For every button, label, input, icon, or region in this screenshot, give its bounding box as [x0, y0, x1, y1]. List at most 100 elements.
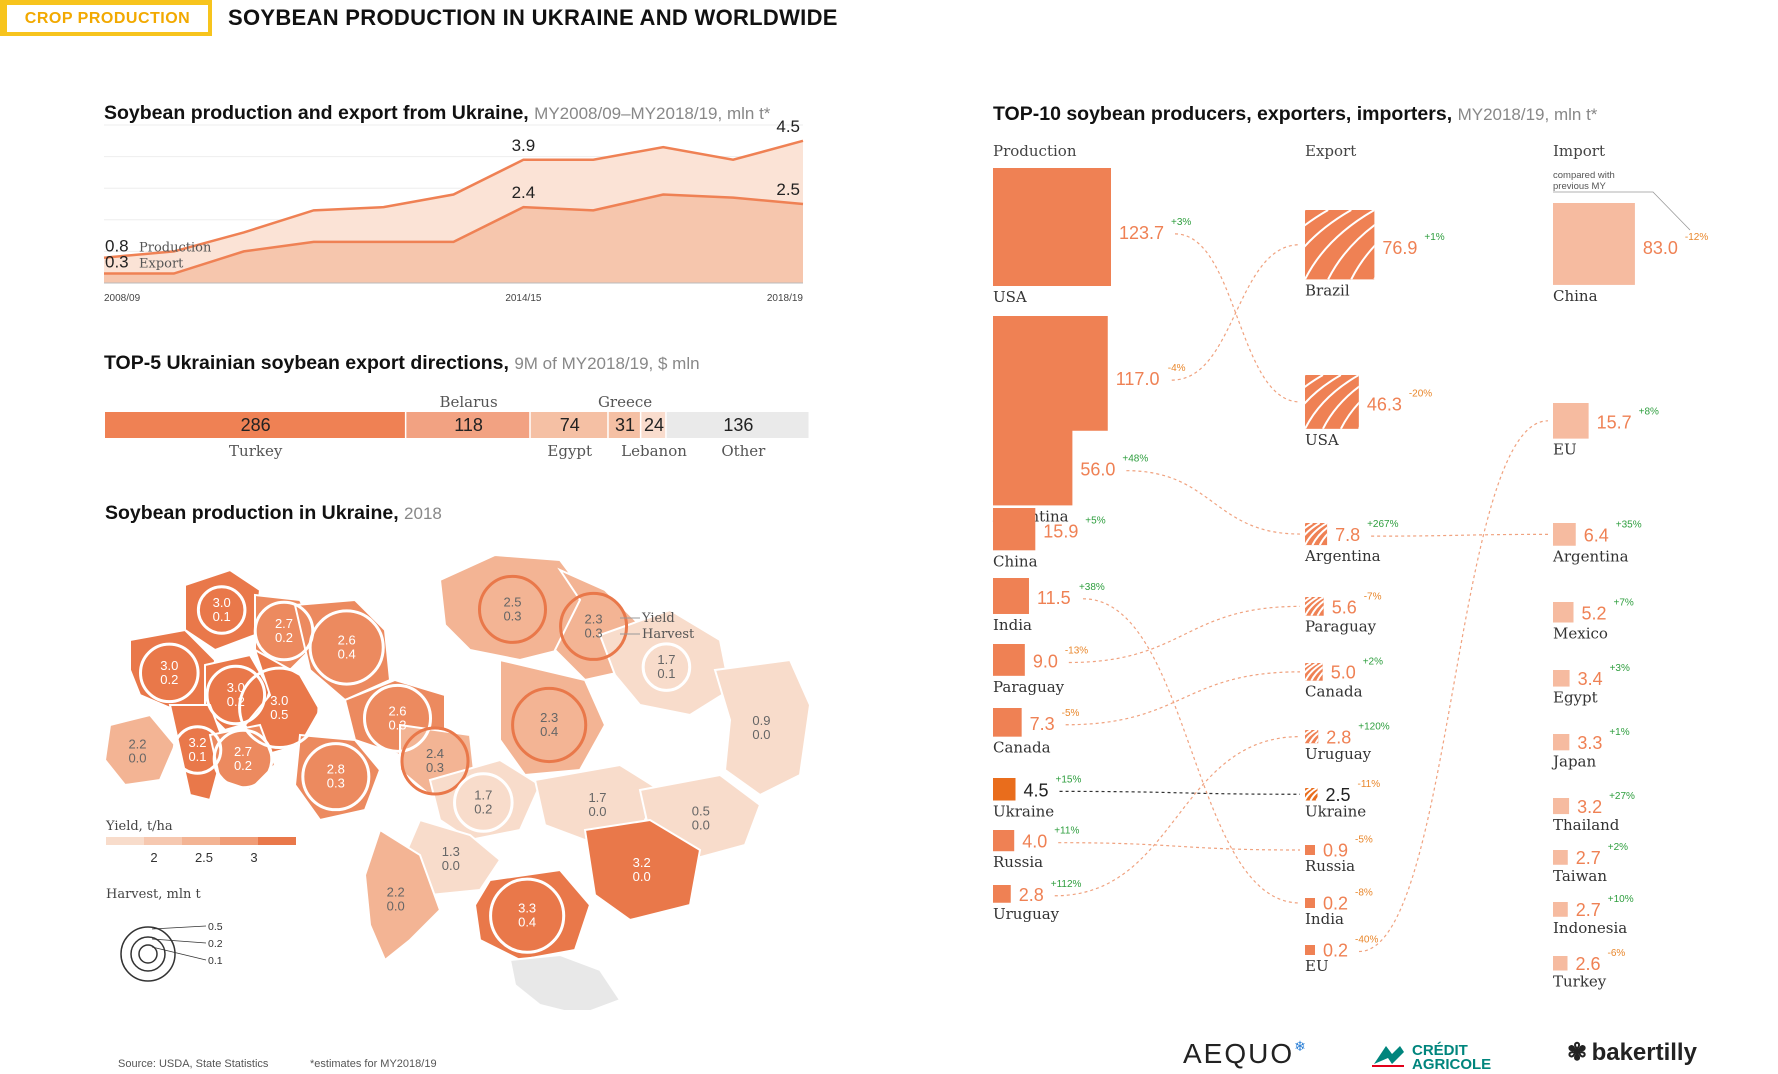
export-pattern-stroke	[1305, 663, 1312, 669]
export-pattern-stroke	[1305, 788, 1318, 801]
change-label: +38%	[1079, 582, 1105, 593]
import-note-line: previous MY	[1553, 181, 1606, 192]
region-yield-label: 1.7	[588, 790, 606, 805]
value-label: 2.8	[1019, 885, 1044, 905]
harvest-circle	[301, 742, 371, 812]
export-area	[104, 194, 803, 283]
region-harvest-label: 0.1	[188, 749, 206, 764]
country-label: Paraguay	[993, 678, 1065, 696]
value-label: 5.2	[1582, 603, 1607, 623]
value-square	[1553, 602, 1574, 623]
map-region-crimea	[508, 953, 622, 1010]
value-square	[1305, 845, 1315, 855]
harvest-legend-tick: 0.2	[208, 938, 223, 950]
map-region	[583, 818, 702, 922]
value-label: 3.3	[1577, 733, 1602, 753]
value-square	[993, 426, 1073, 506]
change-label: +7%	[1614, 597, 1634, 608]
bar-value-label: 136	[723, 415, 753, 435]
connector-line	[1174, 233, 1301, 403]
change-label: +2%	[1608, 842, 1628, 853]
value-square	[1553, 403, 1589, 439]
change-label: -12%	[1685, 232, 1708, 243]
export-pattern	[1305, 210, 1375, 280]
harvest-circle	[172, 725, 223, 775]
bar-chart-subtitle: 9M of MY2018/19, $ mln	[514, 354, 700, 373]
change-label: +267%	[1367, 519, 1399, 530]
export-pattern-stroke	[1327, 223, 1375, 280]
harvest-circle	[400, 726, 470, 796]
country-label: Mexico	[1553, 625, 1608, 643]
column-header: Import	[1553, 142, 1605, 160]
x-tick-label: 2008/09	[104, 293, 141, 304]
region-yield-label: 2.7	[234, 744, 252, 759]
bakertilly-logo-text: bakertilly	[1591, 1039, 1697, 1066]
value-square	[1553, 956, 1568, 971]
value-square	[1553, 203, 1635, 285]
region-harvest-label: 0.0	[128, 751, 146, 766]
export-pattern-stroke	[1309, 790, 1318, 801]
value-label: 3.2	[1577, 797, 1602, 817]
region-harvest-label: 0.4	[540, 724, 558, 739]
connector-line	[1058, 842, 1301, 851]
value-label: 2.6	[1575, 954, 1600, 974]
change-label: -20%	[1409, 389, 1432, 400]
region-harvest-label: 0.3	[503, 608, 521, 623]
map-title-block: Soybean production in Ukraine, 2018	[105, 502, 442, 525]
key-yield-label: Yield	[641, 611, 675, 626]
map-title: Soybean production in Ukraine,	[105, 502, 399, 524]
export-pattern-stroke	[1308, 731, 1319, 744]
yield-legend-tick: 3	[250, 850, 257, 865]
value-square	[993, 708, 1022, 737]
harvest-circle	[362, 683, 433, 753]
footer-note: *estimates for MY2018/19	[310, 1058, 437, 1070]
map-region	[243, 647, 322, 757]
region-harvest-label: 0.0	[633, 869, 651, 884]
data-label: 0.3	[105, 253, 129, 272]
value-square	[993, 508, 1036, 551]
connector-line	[1068, 605, 1301, 664]
snowflake-icon: ❄	[1294, 1038, 1308, 1054]
change-label: +2%	[1363, 657, 1383, 668]
region-yield-label: 3.2	[188, 735, 206, 750]
bar-category-label: Other	[721, 442, 766, 460]
region-yield-label: 1.7	[474, 788, 492, 803]
change-label: +5%	[1085, 515, 1105, 526]
export-pattern-stroke	[1305, 730, 1318, 744]
change-label: -8%	[1355, 888, 1373, 899]
line-chart-subtitle: MY2008/09–MY2018/19, mln t*	[534, 104, 771, 123]
change-label: +48%	[1122, 454, 1148, 465]
region-yield-label: 2.6	[338, 633, 356, 648]
export-line	[104, 193, 804, 275]
region-yield-label: 2.7	[275, 616, 293, 631]
bar-category-label: Greece	[598, 393, 652, 411]
harvest-legend-circle	[120, 926, 176, 982]
country-label: Turkey	[1553, 972, 1607, 990]
value-square	[1553, 850, 1568, 865]
harvest-legend-leader	[151, 925, 207, 930]
region-yield-label: 3.0	[270, 693, 288, 708]
export-pattern-stroke	[1305, 663, 1318, 674]
bar-segment	[666, 412, 809, 438]
value-square	[1305, 375, 1359, 429]
export-pattern-stroke	[1305, 730, 1312, 736]
column-header: Production	[993, 142, 1077, 160]
export-pattern-stroke	[1305, 663, 1306, 665]
change-label: +120%	[1358, 721, 1390, 732]
country-label: Indonesia	[1553, 919, 1627, 937]
bar-category-label: Belarus	[439, 393, 497, 411]
value-label: 0.2	[1323, 894, 1348, 914]
value-square	[1553, 902, 1568, 917]
value-label: 15.7	[1597, 413, 1632, 433]
value-label: 46.3	[1367, 395, 1402, 415]
value-square	[1553, 798, 1570, 815]
connector-line	[1054, 736, 1301, 897]
map-region	[713, 658, 812, 797]
value-label: 56.0	[1080, 460, 1115, 480]
region-yield-label: 2.3	[540, 710, 558, 725]
map-region	[103, 713, 177, 787]
x-tick-label: 2014/15	[505, 293, 542, 304]
value-label: 83.0	[1643, 238, 1678, 258]
value-label: 76.9	[1382, 238, 1417, 258]
export-pattern-stroke	[1350, 244, 1375, 280]
